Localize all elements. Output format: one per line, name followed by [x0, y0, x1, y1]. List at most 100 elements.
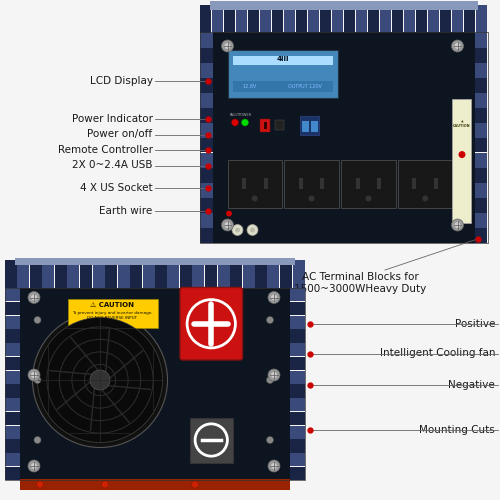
Bar	[468, 138, 487, 152]
Bar	[130, 260, 142, 287]
Bar	[200, 63, 215, 78]
Circle shape	[34, 436, 41, 444]
Bar	[142, 260, 154, 287]
Bar	[230, 260, 242, 287]
Bar	[398, 160, 452, 208]
Bar	[200, 213, 215, 228]
Bar	[260, 5, 272, 32]
Circle shape	[192, 481, 198, 488]
Bar	[200, 138, 215, 152]
Bar	[5, 329, 22, 342]
Text: Negative: Negative	[448, 380, 495, 390]
Bar	[285, 343, 305, 356]
Text: Power Indicator: Power Indicator	[72, 114, 152, 124]
Bar	[118, 260, 130, 287]
Bar	[5, 316, 22, 329]
Circle shape	[271, 294, 277, 300]
Bar	[212, 5, 224, 32]
Text: Intelligent Cooling fan: Intelligent Cooling fan	[380, 348, 495, 358]
Circle shape	[34, 316, 41, 324]
Bar	[20, 479, 290, 490]
Bar	[80, 260, 92, 287]
Text: Mounting Cuts: Mounting Cuts	[419, 425, 495, 435]
Bar	[320, 178, 324, 189]
Bar	[285, 467, 305, 480]
Bar	[200, 32, 488, 242]
Circle shape	[102, 481, 108, 488]
Bar	[264, 122, 266, 129]
Circle shape	[31, 294, 37, 300]
Bar	[468, 93, 487, 108]
Bar	[468, 78, 487, 92]
Bar	[228, 160, 282, 208]
Bar	[285, 440, 305, 452]
Text: LCD Display: LCD Display	[90, 76, 152, 86]
Bar	[42, 260, 54, 287]
Bar	[302, 120, 308, 132]
Text: FAULT: FAULT	[230, 113, 240, 117]
Circle shape	[222, 219, 234, 231]
Circle shape	[452, 219, 464, 231]
Bar	[55, 260, 67, 287]
Bar	[232, 82, 332, 92]
Bar	[248, 5, 260, 32]
Bar	[212, 32, 475, 242]
Bar	[200, 93, 215, 108]
Bar	[285, 357, 305, 370]
Bar	[260, 119, 270, 132]
Bar	[392, 5, 403, 32]
Text: ⚠ CAUTION: ⚠ CAUTION	[90, 302, 134, 308]
Text: To prevent injury and inverter damage,
DO NOT REVERSE INPUT: To prevent injury and inverter damage, D…	[72, 311, 153, 320]
Text: POWER: POWER	[238, 113, 252, 117]
Text: 2X 0~2.4A USB: 2X 0~2.4A USB	[72, 160, 152, 170]
Circle shape	[271, 463, 277, 469]
Bar	[285, 412, 305, 425]
Bar	[15, 258, 295, 265]
Circle shape	[38, 318, 162, 442]
Bar	[356, 5, 367, 32]
Circle shape	[222, 40, 234, 52]
Bar	[332, 5, 343, 32]
Bar	[268, 260, 280, 287]
Bar	[5, 440, 22, 452]
Text: AC Terminal Blocks for
1500~3000WHeavy Duty: AC Terminal Blocks for 1500~3000WHeavy D…	[294, 272, 426, 294]
Bar	[468, 63, 487, 78]
Bar	[200, 228, 215, 242]
Bar	[200, 78, 215, 92]
Text: OUTPUT 120V: OUTPUT 120V	[288, 84, 322, 89]
Bar	[296, 5, 308, 32]
Bar	[168, 260, 179, 287]
Bar	[440, 5, 451, 32]
Circle shape	[31, 463, 37, 469]
Circle shape	[268, 292, 280, 304]
Bar	[378, 178, 382, 189]
Circle shape	[28, 369, 40, 381]
Circle shape	[266, 316, 274, 324]
Bar	[228, 50, 338, 98]
Bar	[200, 108, 215, 122]
Text: 4III: 4III	[276, 56, 289, 62]
Circle shape	[266, 376, 274, 384]
Bar	[200, 33, 215, 48]
Bar	[320, 5, 332, 32]
Circle shape	[250, 228, 255, 232]
Bar	[308, 5, 320, 32]
Bar	[200, 5, 211, 32]
Bar	[285, 453, 305, 466]
Bar	[30, 260, 42, 287]
Bar	[20, 288, 290, 480]
Circle shape	[28, 460, 40, 472]
Text: ▲
CAUTION: ▲ CAUTION	[453, 120, 471, 128]
Bar	[464, 5, 475, 32]
Bar	[190, 418, 232, 463]
Bar	[368, 5, 379, 32]
Bar	[180, 260, 192, 287]
Bar	[5, 343, 22, 356]
Bar	[468, 153, 487, 168]
Bar	[292, 260, 304, 287]
Bar	[341, 160, 396, 208]
Bar	[200, 153, 215, 168]
Circle shape	[28, 292, 40, 304]
Bar	[92, 260, 104, 287]
Bar	[68, 298, 158, 328]
